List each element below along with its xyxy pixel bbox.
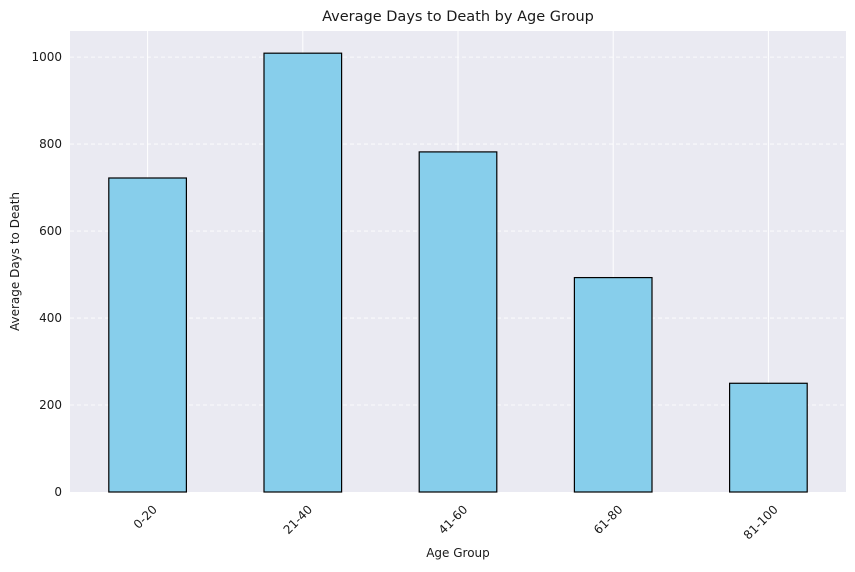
bar-61-80	[573, 276, 653, 493]
x-tick-label: 41-60	[436, 502, 471, 537]
x-tick-label: 81-100	[741, 502, 781, 542]
x-axis-ticks: 0-20 21-40 41-60 61-80 81-100	[131, 502, 781, 542]
x-tick-label: 0-20	[131, 502, 160, 531]
bar-81-100	[728, 382, 808, 493]
y-tick-label: 400	[39, 311, 62, 325]
bars	[108, 52, 808, 493]
y-tick-label: 200	[39, 398, 62, 412]
bar-21-40	[263, 52, 343, 493]
y-axis-label: Average Days to Death	[8, 192, 22, 331]
x-axis-label: Age Group	[426, 546, 490, 560]
bar-0-20	[108, 177, 188, 493]
y-tick-label: 1000	[31, 50, 62, 64]
bar-41-60	[418, 151, 498, 493]
y-tick-label: 0	[54, 485, 62, 499]
x-tick-label: 21-40	[281, 502, 316, 537]
x-tick-label: 61-80	[591, 502, 626, 537]
y-tick-label: 800	[39, 137, 62, 151]
y-tick-label: 600	[39, 224, 62, 238]
y-axis-ticks: 0 200 400 600 800 1000	[31, 50, 62, 499]
chart-title: Average Days to Death by Age Group	[322, 9, 594, 25]
